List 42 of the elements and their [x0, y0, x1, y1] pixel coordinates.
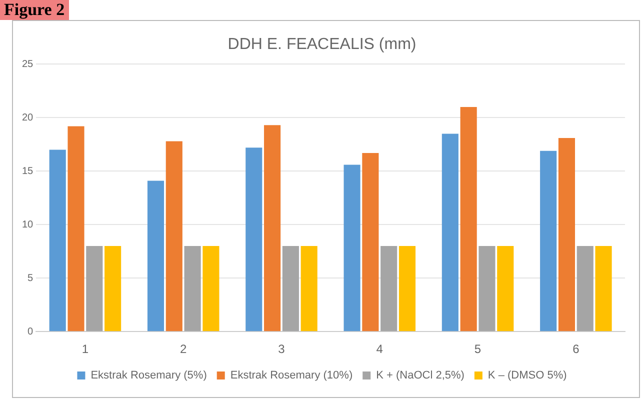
bar [166, 141, 182, 332]
y-tick-label: 5 [28, 272, 34, 284]
legend-label: K + (NaOCl 2,5%) [376, 370, 464, 382]
bar [282, 246, 299, 332]
bar [86, 246, 103, 332]
bar [442, 134, 458, 332]
bar [576, 246, 594, 332]
y-tick-label: 0 [28, 326, 34, 338]
y-tick-label: 10 [22, 219, 34, 230]
bar [558, 138, 576, 332]
bar [595, 246, 612, 332]
x-tick-label: 3 [278, 342, 286, 356]
bar [264, 125, 281, 332]
x-tick-label: 6 [572, 342, 580, 356]
bar [497, 246, 514, 332]
y-tick-label: 15 [22, 166, 34, 177]
chart-title: DDH E. FEACEALIS (mm) [228, 36, 416, 54]
bar [147, 180, 164, 332]
bar [398, 246, 416, 332]
bar [49, 150, 66, 332]
bar [460, 106, 477, 332]
caption: Figure 2 [0, 0, 69, 20]
bar [362, 152, 379, 332]
bar [68, 126, 84, 332]
legend-label: Ekstrak Rosemary (5%) [90, 370, 207, 382]
y-tick-label: 20 [22, 112, 34, 124]
x-tick-label: 1 [82, 342, 89, 356]
bar [478, 246, 496, 332]
bar [104, 246, 122, 332]
bar [202, 246, 220, 332]
bar [246, 148, 262, 332]
x-tick-label: 4 [376, 342, 384, 356]
bar [344, 164, 360, 332]
legend-label: K – (DMSO 5%) [488, 370, 567, 382]
legend-label: Ekstrak Rosemary (10%) [230, 370, 353, 382]
bar [300, 246, 318, 332]
bar [184, 246, 201, 332]
bar [380, 246, 398, 332]
x-tick-label: 2 [180, 342, 187, 356]
x-tick-label: 5 [474, 342, 482, 356]
bar [540, 150, 557, 332]
y-tick-label: 25 [22, 58, 34, 70]
